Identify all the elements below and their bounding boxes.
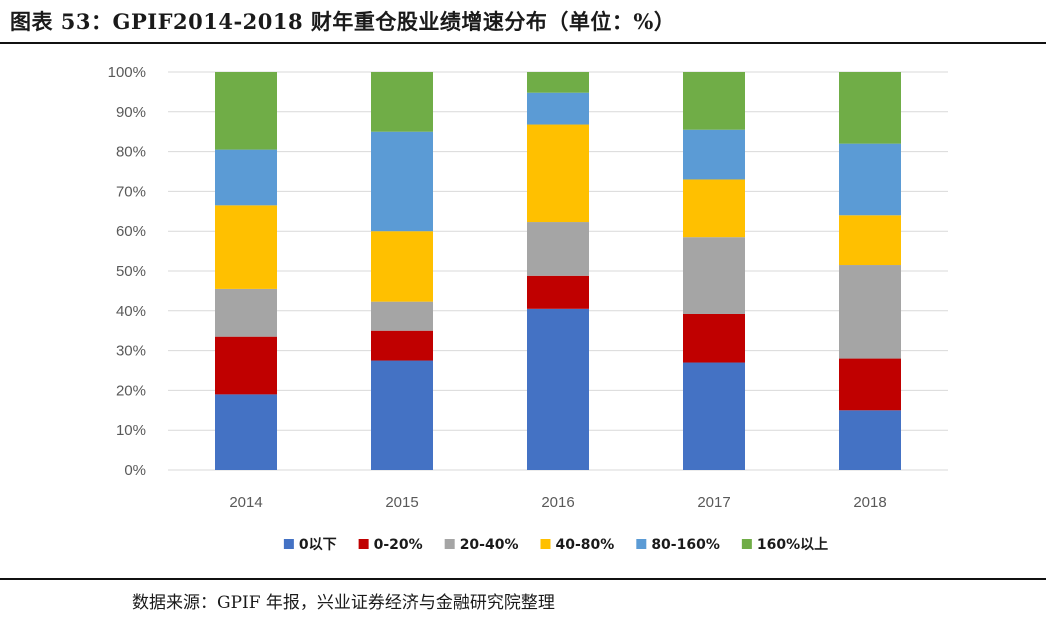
y-tick-label: 20%: [116, 382, 146, 399]
legend-label: 40-80%: [556, 537, 615, 553]
legend: 0以下 0-20% 20-40% 40-80% 80-160% 160%以上: [283, 537, 828, 553]
legend-swatch: [636, 539, 647, 549]
stacked-bar-chart: 0%10%20%30%40%50%60%70%80%90%100% 2014 20…: [108, 64, 948, 553]
bar-segment-2018-series-4: [839, 143, 901, 216]
legend-label: 160%以上: [757, 537, 828, 553]
x-tick-label: 2014: [229, 494, 262, 511]
y-axis-tick-labels: 0% 10% 20% 30% 40% 50% 60% 70% 80% 90% 100%: [108, 64, 146, 479]
source-divider: [0, 578, 1046, 580]
bar-segment-2014-series-2: [215, 288, 277, 337]
x-tick-label: 2017: [697, 494, 730, 511]
bar-segment-2014-series-4: [215, 149, 277, 206]
bar-segment-2018-series-2: [839, 265, 901, 359]
bar-segment-2014-series-1: [215, 336, 277, 395]
bar-segment-2015-series-1: [371, 330, 433, 361]
y-tick-label: 90%: [116, 104, 146, 121]
bar-segment-2016-series-5: [527, 72, 589, 93]
bar-segment-2018-series-5: [839, 72, 901, 144]
x-tick-label: 2018: [853, 494, 886, 511]
bar-segment-2016-series-0: [527, 308, 589, 470]
legend-swatch: [358, 539, 369, 549]
x-tick-label: 2015: [385, 494, 418, 511]
bar-segment-2016-series-4: [527, 92, 589, 125]
bar-segment-2016-series-1: [527, 275, 589, 309]
source-note: 数据来源：GPIF 年报，兴业证券经济与金融研究院整理: [132, 593, 555, 613]
y-tick-label: 50%: [116, 263, 146, 280]
bar-segment-2018-series-0: [839, 410, 901, 470]
bar-segment-2014-series-5: [215, 72, 277, 150]
bar-segment-2017-series-4: [683, 129, 745, 180]
bar-segment-2015-series-3: [371, 231, 433, 302]
bar-segment-2017-series-0: [683, 362, 745, 470]
bar-segment-2018-series-1: [839, 358, 901, 411]
bar-segment-2018-series-3: [839, 215, 901, 266]
legend-swatch: [540, 539, 551, 549]
y-tick-label: 70%: [116, 183, 146, 200]
legend-label: 0-20%: [374, 537, 423, 553]
bar-segment-2015-series-0: [371, 360, 433, 470]
bar-segment-2014-series-0: [215, 394, 277, 470]
y-tick-label: 0%: [124, 462, 146, 479]
bar-segment-2017-series-2: [683, 237, 745, 314]
legend-label: 80-160%: [651, 537, 720, 553]
bar-segment-2017-series-3: [683, 179, 745, 238]
y-tick-label: 30%: [116, 343, 146, 360]
legend-label: 20-40%: [460, 537, 519, 553]
legend-swatch: [444, 539, 455, 549]
y-tick-label: 80%: [116, 144, 146, 161]
legend-label: 0以下: [299, 537, 337, 553]
bar-segment-2017-series-5: [683, 72, 745, 130]
bar-segment-2016-series-3: [527, 124, 589, 223]
y-tick-label: 10%: [116, 422, 146, 439]
bar-segment-2014-series-3: [215, 205, 277, 289]
bar-segment-2015-series-2: [371, 301, 433, 331]
x-axis-tick-labels: 2014 2015 2016 2017 2018: [229, 494, 886, 511]
bar-segment-2015-series-5: [371, 72, 433, 132]
bar-segment-2015-series-4: [371, 131, 433, 232]
legend-swatch: [283, 539, 294, 549]
y-tick-label: 60%: [116, 223, 146, 240]
figure-title: 图表 53：GPIF2014-2018 财年重仓股业绩增速分布（单位：%）: [10, 9, 676, 34]
title-underline: [0, 42, 1046, 44]
y-tick-label: 100%: [108, 64, 146, 81]
bar-segment-2017-series-1: [683, 313, 745, 363]
x-tick-label: 2016: [541, 494, 574, 511]
y-tick-label: 40%: [116, 303, 146, 320]
bars: [215, 72, 901, 470]
legend-swatch: [741, 539, 752, 549]
bar-segment-2016-series-2: [527, 222, 589, 276]
